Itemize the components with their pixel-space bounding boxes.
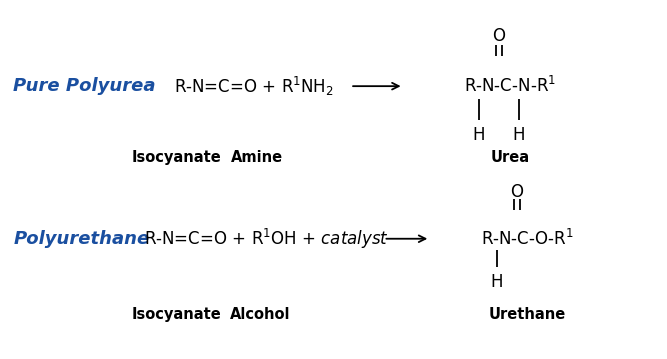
Text: R-N-C-N-R$^1$: R-N-C-N-R$^1$ [464,76,556,96]
Text: Urea: Urea [491,150,530,165]
Text: Isocyanate: Isocyanate [132,307,221,322]
Text: R-N=C=O + R$^1$OH + $\it{catalyst}$: R-N=C=O + R$^1$OH + $\it{catalyst}$ [144,227,390,251]
Text: Urethane: Urethane [488,307,566,322]
Text: R-N-C-O-R$^1$: R-N-C-O-R$^1$ [480,229,574,249]
Text: O: O [510,183,524,201]
Text: Amine: Amine [231,150,283,165]
Text: Pure Polyurea: Pure Polyurea [13,77,156,95]
Text: Alcohol: Alcohol [230,307,290,322]
Text: H: H [491,273,503,291]
Text: Polyurethane: Polyurethane [13,230,149,248]
Text: H: H [473,126,485,144]
Text: Isocyanate: Isocyanate [132,150,221,165]
Text: O: O [492,27,506,45]
Text: H: H [513,126,525,144]
Text: R-N=C=O + R$^1$NH$_2$: R-N=C=O + R$^1$NH$_2$ [174,75,333,98]
